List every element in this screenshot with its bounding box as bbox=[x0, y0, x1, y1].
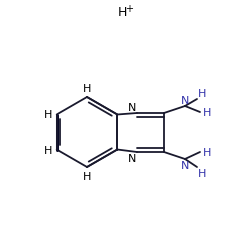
Text: N: N bbox=[128, 103, 136, 112]
Text: N: N bbox=[128, 153, 136, 163]
Text: N: N bbox=[181, 160, 189, 170]
Text: H: H bbox=[83, 84, 91, 94]
Text: H: H bbox=[203, 108, 211, 117]
Text: H: H bbox=[44, 109, 53, 119]
Text: H: H bbox=[203, 147, 211, 157]
Text: H: H bbox=[198, 168, 206, 178]
Text: H: H bbox=[198, 89, 206, 98]
Text: N: N bbox=[181, 95, 189, 106]
Text: H: H bbox=[44, 146, 53, 156]
Text: +: + bbox=[125, 4, 133, 14]
Text: H: H bbox=[83, 171, 91, 181]
Text: H: H bbox=[117, 5, 127, 18]
